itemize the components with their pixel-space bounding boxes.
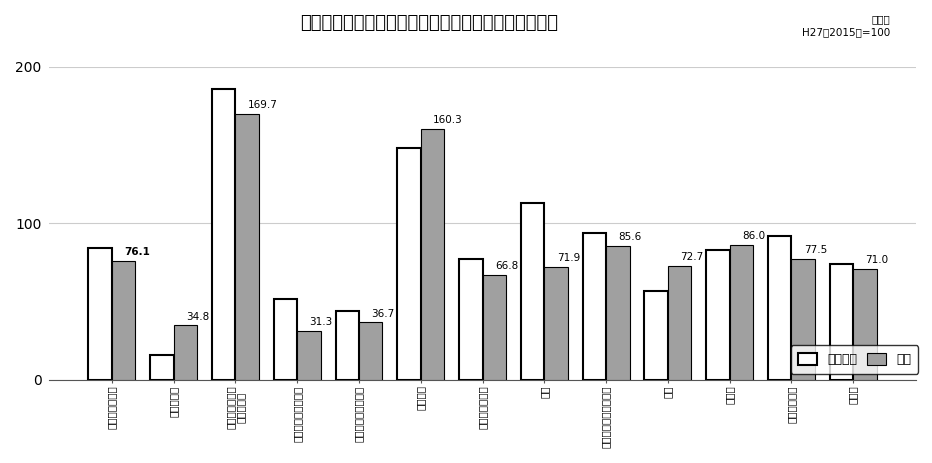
Bar <box>521 203 544 380</box>
Bar <box>668 266 692 380</box>
Bar <box>544 267 568 380</box>
Bar <box>706 250 730 380</box>
Text: 77.5: 77.5 <box>803 244 827 255</box>
Bar <box>212 89 236 380</box>
Text: 160.3: 160.3 <box>433 115 463 125</box>
Bar <box>359 323 382 380</box>
Bar <box>297 331 321 380</box>
Text: 86.0: 86.0 <box>742 232 765 241</box>
Bar <box>274 299 297 380</box>
Bar <box>336 311 359 380</box>
Text: 76.1: 76.1 <box>124 247 150 257</box>
Text: 36.7: 36.7 <box>371 308 394 319</box>
Bar <box>768 236 791 380</box>
Bar <box>89 249 112 380</box>
Bar <box>150 355 173 380</box>
Bar <box>829 264 853 380</box>
Bar <box>606 246 629 380</box>
Text: 原指数
H27（2015）=100: 原指数 H27（2015）=100 <box>802 14 890 37</box>
Bar <box>791 259 815 380</box>
Bar <box>420 129 445 380</box>
Text: 72.7: 72.7 <box>680 252 704 262</box>
Bar <box>582 233 606 380</box>
Bar <box>853 269 877 380</box>
Text: 169.7: 169.7 <box>248 100 278 110</box>
Text: 71.0: 71.0 <box>866 255 888 265</box>
Bar <box>397 148 420 380</box>
Bar <box>173 325 198 380</box>
Bar <box>459 259 483 380</box>
Legend: 前年同月, 当月: 前年同月, 当月 <box>791 345 918 374</box>
Bar <box>483 275 506 380</box>
Bar <box>112 261 135 380</box>
Text: 業種別の生産指数（原指数）の当月と前年同月の比較: 業種別の生産指数（原指数）の当月と前年同月の比較 <box>300 14 557 32</box>
Text: 66.8: 66.8 <box>495 262 518 271</box>
Bar <box>730 245 753 380</box>
Text: 85.6: 85.6 <box>619 232 641 242</box>
Text: 34.8: 34.8 <box>186 312 210 321</box>
Bar <box>236 114 259 380</box>
Bar <box>644 291 668 380</box>
Text: 31.3: 31.3 <box>309 317 333 327</box>
Text: 71.9: 71.9 <box>556 253 580 263</box>
